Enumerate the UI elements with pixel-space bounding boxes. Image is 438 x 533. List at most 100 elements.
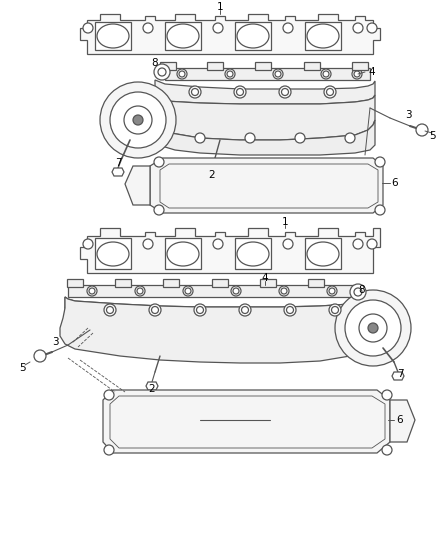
Polygon shape [80, 14, 380, 54]
Circle shape [416, 124, 428, 136]
Polygon shape [165, 238, 201, 269]
Polygon shape [138, 93, 375, 155]
Ellipse shape [167, 242, 199, 266]
Text: 1: 1 [217, 2, 223, 12]
Polygon shape [112, 168, 124, 176]
Circle shape [324, 86, 336, 98]
Circle shape [283, 23, 293, 33]
Circle shape [382, 445, 392, 455]
Circle shape [87, 286, 97, 296]
Polygon shape [103, 390, 390, 453]
Text: 3: 3 [52, 337, 58, 347]
Circle shape [237, 88, 244, 95]
Circle shape [283, 239, 293, 249]
Text: 2: 2 [208, 170, 215, 180]
Polygon shape [235, 238, 271, 269]
Circle shape [110, 92, 166, 148]
Circle shape [100, 82, 176, 158]
Polygon shape [206, 168, 218, 176]
Ellipse shape [307, 242, 339, 266]
Polygon shape [305, 238, 341, 269]
Polygon shape [67, 279, 83, 287]
Circle shape [177, 69, 187, 79]
Bar [211, 250, 225, 260]
Circle shape [367, 239, 377, 249]
Circle shape [213, 23, 223, 33]
Bar [141, 250, 155, 260]
Polygon shape [60, 297, 375, 363]
Text: 4: 4 [369, 67, 375, 77]
Polygon shape [235, 22, 271, 50]
Circle shape [194, 304, 206, 316]
Circle shape [375, 157, 385, 167]
Circle shape [241, 306, 248, 313]
Circle shape [149, 304, 161, 316]
Polygon shape [207, 62, 223, 70]
Circle shape [191, 88, 198, 95]
Circle shape [233, 288, 239, 294]
Bar [281, 33, 295, 43]
Polygon shape [304, 62, 320, 70]
Circle shape [245, 133, 255, 143]
Circle shape [279, 86, 291, 98]
Circle shape [345, 300, 401, 356]
Circle shape [231, 286, 241, 296]
Circle shape [350, 284, 366, 300]
Circle shape [335, 290, 411, 366]
Bar [211, 33, 225, 43]
Circle shape [124, 106, 152, 134]
Polygon shape [163, 279, 179, 287]
Circle shape [104, 445, 114, 455]
Polygon shape [95, 22, 131, 50]
Circle shape [104, 304, 116, 316]
Circle shape [284, 304, 296, 316]
Circle shape [239, 304, 251, 316]
Polygon shape [392, 372, 404, 380]
Circle shape [323, 71, 329, 77]
Polygon shape [165, 68, 370, 80]
Ellipse shape [237, 242, 269, 266]
Circle shape [353, 239, 363, 249]
Circle shape [197, 306, 204, 313]
Circle shape [227, 71, 233, 77]
Bar [281, 250, 295, 260]
Polygon shape [305, 22, 341, 50]
Circle shape [352, 69, 362, 79]
Circle shape [327, 286, 337, 296]
Circle shape [152, 306, 159, 313]
Text: 5: 5 [19, 363, 25, 373]
Circle shape [375, 205, 385, 215]
Polygon shape [68, 285, 362, 297]
Polygon shape [255, 62, 271, 70]
Polygon shape [65, 297, 365, 319]
Polygon shape [65, 307, 365, 354]
Circle shape [286, 306, 293, 313]
Polygon shape [125, 166, 150, 205]
Ellipse shape [307, 24, 339, 48]
Circle shape [354, 71, 360, 77]
Circle shape [83, 239, 93, 249]
Circle shape [279, 286, 289, 296]
Polygon shape [65, 303, 368, 354]
Polygon shape [165, 22, 201, 50]
Polygon shape [146, 382, 158, 390]
Circle shape [143, 239, 153, 249]
Polygon shape [155, 80, 375, 104]
Circle shape [321, 69, 331, 79]
Polygon shape [155, 93, 375, 140]
Text: 7: 7 [397, 369, 403, 379]
Ellipse shape [167, 24, 199, 48]
Circle shape [104, 390, 114, 400]
Circle shape [295, 133, 305, 143]
Circle shape [368, 323, 378, 333]
Text: 2: 2 [148, 384, 155, 394]
Text: 8: 8 [152, 58, 158, 68]
Circle shape [195, 133, 205, 143]
Circle shape [89, 288, 95, 294]
Circle shape [83, 23, 93, 33]
Text: 4: 4 [261, 273, 268, 283]
Circle shape [382, 390, 392, 400]
Circle shape [329, 288, 335, 294]
Circle shape [353, 23, 363, 33]
Circle shape [185, 288, 191, 294]
